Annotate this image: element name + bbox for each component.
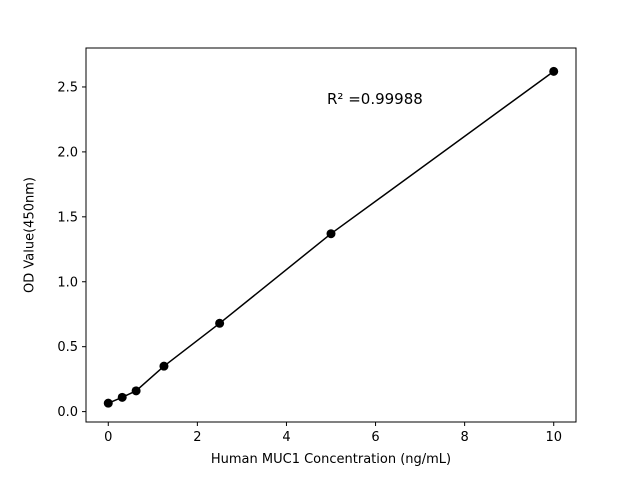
x-axis-title: Human MUC1 Concentration (ng/mL) — [210, 452, 452, 467]
y-tick-label: 0.5 — [57, 340, 78, 355]
x-tick-label: 8 — [460, 430, 468, 445]
data-point — [215, 318, 225, 328]
x-tick-label: 10 — [545, 430, 562, 445]
data-point — [326, 229, 336, 239]
x-tick-label: 4 — [282, 430, 290, 445]
x-axis-ticks: 0 2 4 6 8 10 — [104, 422, 562, 445]
data-points — [103, 66, 559, 408]
y-axis-title: OD Value(450nm) — [22, 177, 38, 293]
data-point — [103, 398, 113, 408]
y-tick-label: 0.0 — [57, 405, 78, 420]
y-tick-label: 2.5 — [57, 80, 78, 95]
y-tick-label: 1.5 — [57, 210, 78, 225]
y-tick-label: 1.0 — [57, 275, 78, 290]
x-tick-label: 0 — [104, 430, 112, 445]
axes-spines — [85, 47, 577, 423]
x-tick-label: 2 — [193, 430, 201, 445]
y-axis-ticks: 0.0 0.5 1.0 1.5 2.0 2.5 — [57, 80, 86, 420]
x-tick-label: 6 — [371, 430, 379, 445]
data-point — [549, 66, 559, 76]
data-point — [131, 386, 141, 396]
y-tick-label: 2.0 — [57, 145, 78, 160]
data-point — [159, 361, 169, 371]
r-squared-annotation: R² =0.99988 — [327, 90, 423, 108]
data-point — [117, 392, 127, 402]
